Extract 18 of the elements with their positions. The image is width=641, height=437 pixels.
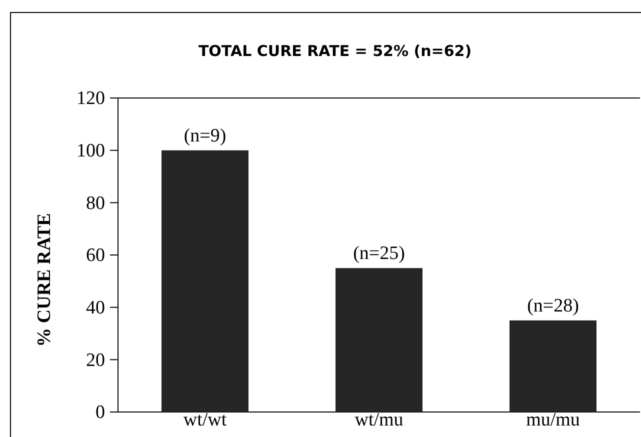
y-tick-label: 80 xyxy=(86,192,105,214)
y-tick-label: 40 xyxy=(86,297,105,318)
y-tick-label: 0 xyxy=(96,402,105,424)
y-tick-label: 60 xyxy=(86,245,105,266)
x-tick-label: wt/wt xyxy=(183,409,228,430)
annotation: (n=28) xyxy=(527,295,579,316)
y-axis-title: % CURE RATE xyxy=(34,213,55,347)
y-tick-label: 120 xyxy=(76,88,105,110)
chart-title: TOTAL CURE RATE = 52% (n=62) xyxy=(198,42,472,60)
bar xyxy=(510,320,596,412)
bar xyxy=(162,150,248,412)
annotation: (n=9) xyxy=(184,125,226,146)
y-tick-label: 100 xyxy=(76,140,105,162)
annotation: (n=25) xyxy=(353,243,405,264)
x-tick-label: mu/mu xyxy=(526,409,580,430)
y-tick-label: 20 xyxy=(86,350,105,371)
x-tick-label: wt/mu xyxy=(354,409,404,430)
bar xyxy=(336,268,422,412)
